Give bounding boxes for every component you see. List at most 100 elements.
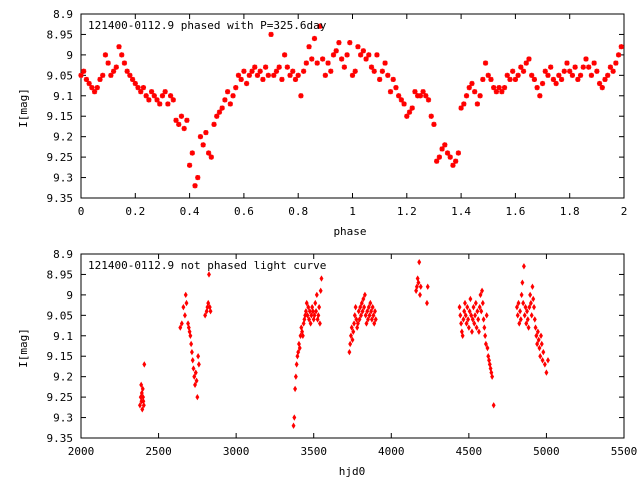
data-point	[142, 361, 147, 368]
data-point	[296, 348, 301, 356]
data-point	[265, 72, 271, 78]
data-point	[594, 68, 600, 74]
data-point	[607, 64, 614, 70]
data-point	[371, 68, 377, 74]
y-tick-label: 9.05	[47, 69, 74, 82]
data-point	[477, 303, 482, 311]
data-point	[415, 93, 421, 99]
data-point	[333, 48, 339, 54]
data-point	[260, 76, 266, 83]
data-point	[233, 85, 239, 91]
data-point	[444, 150, 451, 156]
data-point	[545, 72, 551, 78]
data-point	[548, 64, 554, 70]
data-point	[479, 308, 484, 315]
data-point	[121, 60, 128, 66]
data-point	[320, 56, 326, 62]
data-point	[176, 121, 182, 127]
data-point	[539, 80, 546, 87]
data-point	[159, 93, 166, 99]
data-point	[472, 89, 478, 95]
data-point	[469, 80, 475, 87]
x-tick-label: 0	[78, 205, 85, 218]
data-point	[374, 52, 380, 58]
x-tick-label: 0.6	[234, 205, 254, 218]
data-point	[140, 385, 145, 393]
data-point	[370, 303, 375, 311]
data-point	[282, 52, 288, 58]
data-point	[304, 299, 309, 307]
data-point	[203, 129, 209, 136]
data-point	[476, 316, 481, 323]
data-point	[295, 72, 301, 78]
data-point	[512, 76, 518, 83]
data-point	[100, 72, 106, 78]
data-point	[466, 85, 472, 91]
data-point	[94, 85, 100, 91]
data-point	[398, 97, 404, 103]
data-point	[418, 283, 423, 290]
data-point	[459, 320, 464, 327]
data-point	[307, 308, 312, 315]
data-point	[556, 72, 562, 78]
y-tick-label: 8.9	[53, 8, 73, 21]
data-point	[349, 324, 354, 331]
data-point	[460, 332, 465, 339]
data-point	[491, 402, 496, 409]
data-point	[463, 93, 470, 99]
data-point	[532, 316, 537, 323]
data-point	[379, 68, 385, 74]
data-point	[368, 64, 375, 70]
x-axis-label: phase	[333, 225, 366, 238]
data-point	[490, 373, 495, 380]
data-point	[351, 328, 356, 335]
data-point	[493, 89, 499, 95]
data-point	[382, 60, 388, 66]
data-point	[414, 287, 419, 294]
data-point	[189, 340, 194, 348]
data-point	[463, 299, 467, 307]
data-point	[525, 316, 530, 323]
data-point	[246, 72, 252, 78]
data-point	[534, 85, 540, 91]
data-point	[165, 101, 171, 107]
data-point	[157, 101, 163, 107]
data-point	[504, 72, 510, 78]
data-point	[78, 72, 84, 78]
data-point	[518, 316, 523, 323]
x-tick-label: 3000	[223, 445, 250, 458]
data-point	[254, 72, 261, 78]
data-point	[580, 64, 586, 70]
data-point	[132, 80, 138, 87]
data-point	[208, 154, 214, 160]
data-point	[501, 85, 508, 91]
data-point	[507, 76, 513, 83]
data-point	[312, 312, 317, 319]
x-tick-label: 4500	[456, 445, 483, 458]
x-tick-label: 0.4	[180, 205, 200, 218]
data-point	[518, 308, 523, 315]
data-point	[517, 320, 522, 327]
data-point	[393, 85, 399, 91]
data-point	[431, 121, 437, 127]
data-point	[425, 283, 430, 290]
x-tick-label: 5000	[533, 445, 560, 458]
data-point	[151, 93, 157, 99]
data-point	[473, 299, 478, 307]
data-point	[372, 320, 377, 327]
data-point	[475, 308, 480, 315]
data-point	[537, 344, 542, 352]
data-point	[526, 56, 532, 62]
data-point	[572, 64, 578, 70]
data-point	[206, 150, 212, 156]
data-point	[355, 44, 361, 50]
y-tick-label: 9	[66, 49, 73, 62]
data-point	[344, 52, 350, 58]
data-point	[139, 381, 144, 389]
data-point	[515, 72, 521, 78]
data-point	[148, 89, 155, 95]
data-point	[304, 308, 308, 315]
data-point	[203, 312, 208, 319]
data-point	[208, 308, 213, 315]
data-point	[287, 72, 293, 78]
